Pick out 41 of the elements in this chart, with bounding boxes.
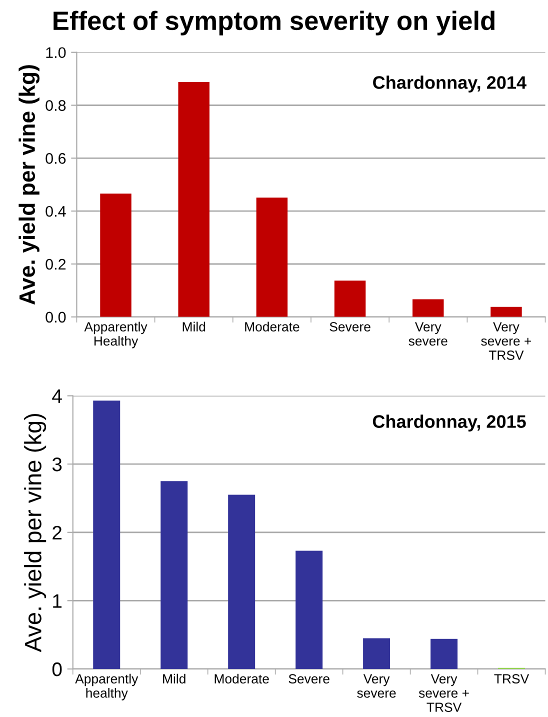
x-tick-label: Moderate: [214, 674, 269, 684]
chart-title: Effect of symptom severity on yield: [54, 10, 494, 36]
y-tick-label: 0.4: [46, 206, 66, 217]
bar: [228, 494, 256, 669]
y-axis-title: Ave. yield per vine (kg): [18, 65, 40, 305]
x-tick-label: Moderate: [245, 322, 300, 332]
y-tick-label: 0.0: [46, 312, 66, 323]
x-tick-label: Severe: [288, 674, 330, 684]
y-tick-label: 4: [52, 389, 62, 403]
y-tick-label: 0.8: [46, 100, 66, 111]
y-tick-label: 2: [52, 526, 62, 540]
bar: [412, 299, 444, 317]
bar: [334, 280, 366, 317]
y-tick-label: 0.2: [46, 258, 66, 270]
y-tick-label: 0.6: [46, 153, 66, 164]
annotation: Chardonnay, 2015: [372, 414, 526, 432]
x-tick-label: Very severe: [357, 674, 396, 698]
x-tick-label: Apparently Healthy: [84, 322, 148, 348]
bar: [178, 82, 210, 317]
bar: [160, 481, 188, 669]
bar: [363, 638, 390, 669]
bar: [100, 194, 132, 317]
y-tick-label: 1: [53, 594, 62, 608]
x-tick-label: Very severe: [408, 322, 448, 346]
x-tick-label: Apparently healthy: [75, 674, 138, 700]
bar: [93, 400, 120, 669]
bar: [430, 638, 458, 669]
bar: [296, 550, 323, 669]
bar: [490, 306, 522, 317]
annotation: Chardonnay, 2014: [373, 76, 526, 93]
x-tick-label: Severe: [330, 322, 370, 332]
y-axis-title: Ave. yield per vine (kg): [24, 414, 46, 652]
x-tick-label: Very severe + TRSV: [481, 322, 532, 360]
bar: [256, 198, 288, 317]
x-tick-label: TRSV: [494, 674, 530, 684]
x-tick-label: Very severe + TRSV: [418, 674, 469, 712]
y-tick-label: 0: [52, 662, 62, 676]
x-tick-label: Mild: [182, 322, 206, 332]
y-tick-label: 3: [52, 458, 62, 472]
x-tick-label: Mild: [163, 674, 186, 684]
y-tick-label: 1.0: [46, 47, 66, 58]
